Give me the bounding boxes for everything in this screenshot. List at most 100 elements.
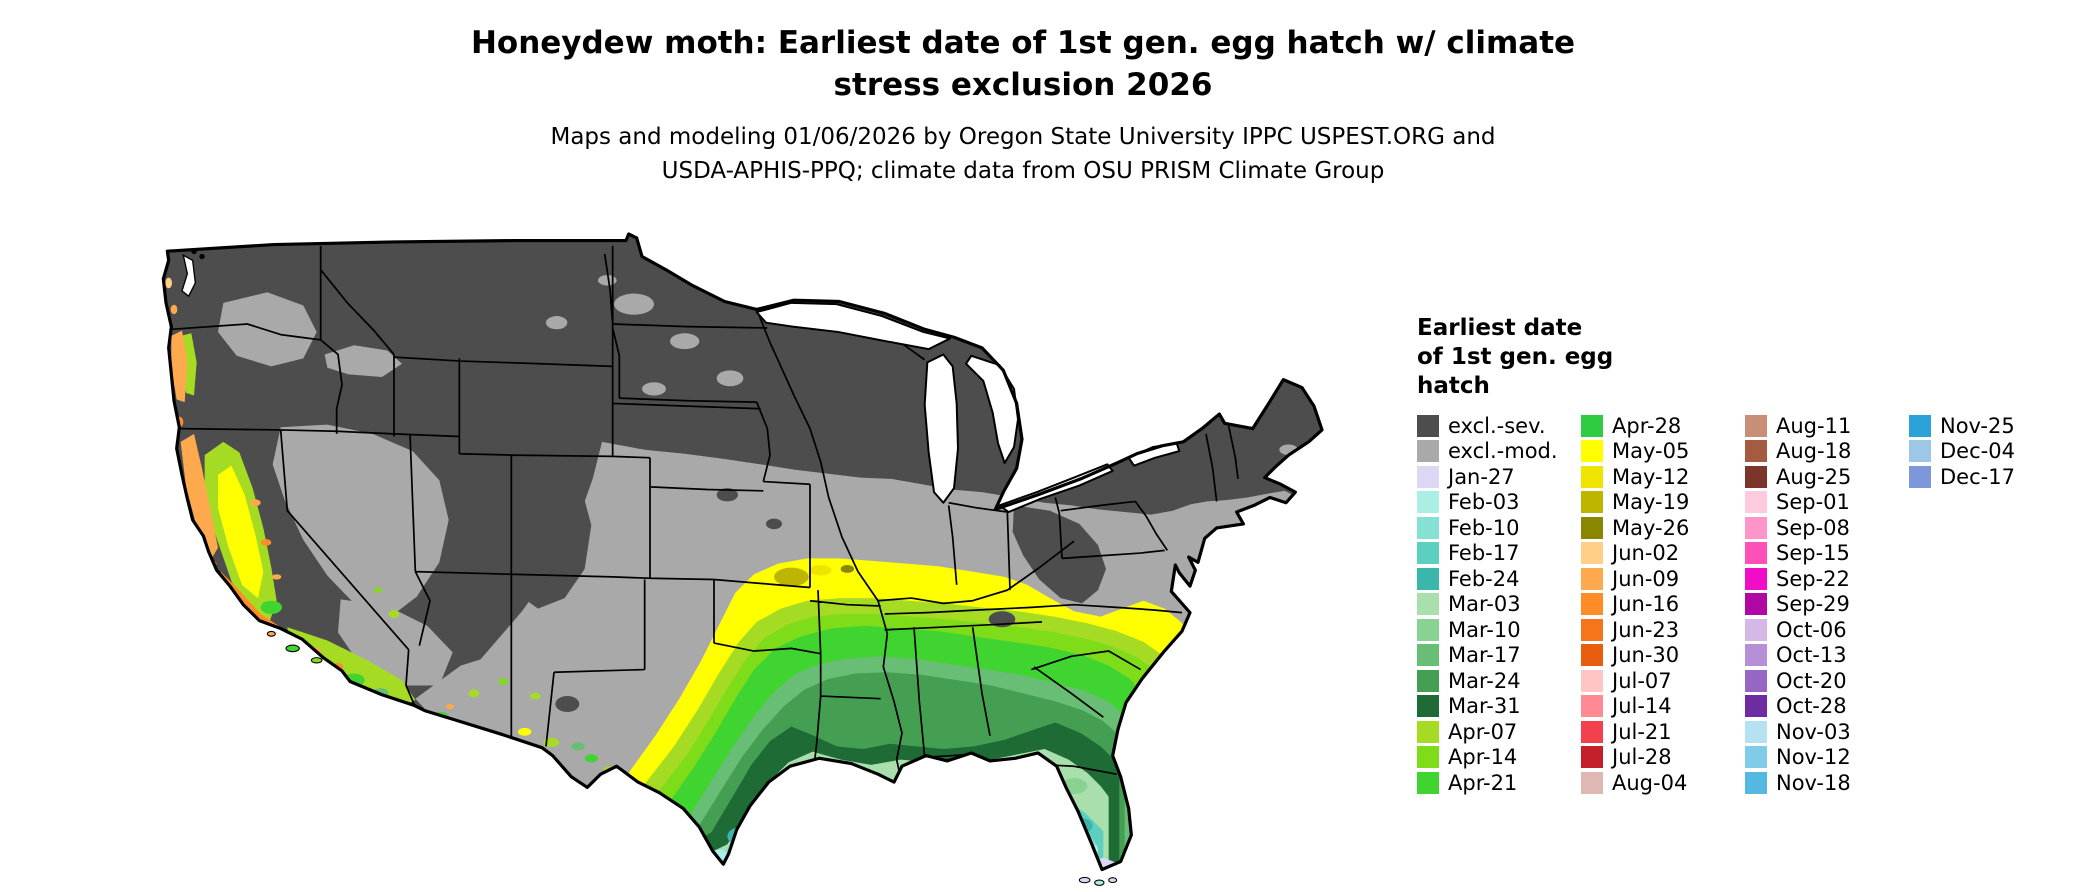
legend-title: Earliest date of 1st gen. egg hatch	[1417, 314, 2077, 401]
region-great-basin	[272, 424, 449, 620]
legend-entry: May-12	[1581, 464, 1745, 490]
legend-entry: Sep-01	[1745, 490, 1909, 516]
legend-columns: excl.-sev. excl.-mod. Jan-27 Feb-03 Feb-10 Fe…	[1417, 413, 2077, 796]
legend-swatch	[1745, 440, 1767, 463]
legend-swatch	[1417, 746, 1439, 769]
legend-swatch	[1909, 414, 1931, 437]
legend-label: Mar-10	[1448, 617, 1521, 642]
legend-entry: Nov-12	[1745, 745, 1909, 771]
legend-label: Feb-10	[1448, 515, 1520, 540]
legend-label: Apr-14	[1448, 745, 1518, 770]
legend-label: Nov-03	[1776, 719, 1851, 744]
legend-label: Apr-28	[1612, 413, 1682, 438]
legend-column: Nov-25 Dec-04 Dec-17	[1909, 413, 2073, 490]
legend-entry: Jun-30	[1581, 643, 1745, 669]
region-norcal-coast-orange	[180, 433, 218, 561]
legend-label: Mar-24	[1448, 668, 1521, 693]
legend-label: Sep-15	[1776, 541, 1850, 566]
legend-label: Oct-28	[1776, 694, 1847, 719]
legend-label: excl.-sev.	[1448, 413, 1546, 438]
legend-entry: Jun-09	[1581, 566, 1745, 592]
legend-label: Feb-24	[1448, 566, 1520, 591]
legend-swatch	[1581, 669, 1603, 692]
legend-entry: Dec-17	[1909, 464, 2073, 490]
legend-label: Jun-23	[1612, 617, 1680, 642]
legend-entry: Oct-06	[1745, 617, 1909, 643]
legend-label: Jul-21	[1612, 719, 1672, 744]
legend-label: Jan-27	[1448, 464, 1515, 489]
legend-entry: Aug-18	[1745, 439, 1909, 465]
legend-column: Aug-11 Aug-18 Aug-25 Sep-01 Sep-08 Sep-15 Sep-…	[1745, 413, 1909, 796]
legend-swatch	[1581, 440, 1603, 463]
legend-title-line-3: hatch	[1417, 373, 1490, 399]
band-feb10	[700, 819, 1098, 870]
band-feb24-specks	[727, 817, 1093, 846]
legend-label: Dec-04	[1940, 439, 2015, 464]
legend-swatch	[1581, 771, 1603, 794]
header: Honeydew moth: Earliest date of 1st gen.…	[290, 22, 1756, 188]
legend-swatch	[1581, 695, 1603, 718]
legend-entry: Oct-28	[1745, 694, 1909, 720]
legend-swatch	[1745, 414, 1767, 437]
channel-islands	[266, 630, 323, 664]
legend-label: Jun-16	[1612, 592, 1680, 617]
legend-label: Jun-30	[1612, 643, 1680, 668]
legend-swatch	[1417, 720, 1439, 743]
legend-swatch	[1417, 644, 1439, 667]
legend-entry: Feb-03	[1417, 490, 1581, 516]
legend-swatch	[1417, 618, 1439, 641]
legend-swatch	[1417, 695, 1439, 718]
legend-label: Mar-31	[1448, 694, 1521, 719]
legend-label: Jun-02	[1612, 541, 1680, 566]
legend-entry: Aug-25	[1745, 464, 1909, 490]
legend-entry: Mar-17	[1417, 643, 1581, 669]
legend-label: Jul-14	[1612, 694, 1672, 719]
legend-swatch	[1745, 593, 1767, 616]
legend-label: Feb-17	[1448, 541, 1520, 566]
legend-swatch	[1417, 516, 1439, 539]
legend-entry: Aug-11	[1745, 413, 1909, 439]
region-sierra-foothill-specks	[250, 499, 282, 580]
legend-swatch	[1581, 542, 1603, 565]
band-feb03-specks	[711, 843, 1098, 861]
legend-swatch	[1417, 593, 1439, 616]
legend-swatch	[1745, 746, 1767, 769]
legend-column: Apr-28 May-05 May-12 May-19 May-26 Jun-02 Jun-…	[1581, 413, 1745, 796]
legend-swatch	[1581, 491, 1603, 514]
legend-swatch	[1581, 593, 1603, 616]
legend-swatch	[1745, 771, 1767, 794]
legend-entry: Oct-13	[1745, 643, 1909, 669]
legend-entry: Nov-25	[1909, 413, 2073, 439]
legend-entry: May-05	[1581, 439, 1745, 465]
us-choropleth-map	[154, 230, 1394, 892]
legend-label: Nov-25	[1940, 413, 2015, 438]
legend-swatch	[1417, 414, 1439, 437]
legend-entry: Jun-23	[1581, 617, 1745, 643]
legend-swatch	[1417, 669, 1439, 692]
legend-title-line-2: of 1st gen. egg	[1417, 344, 1614, 370]
legend-entry: May-19	[1581, 490, 1745, 516]
legend-swatch	[1745, 720, 1767, 743]
legend-label: Jun-09	[1612, 566, 1680, 591]
page-subtitle: Maps and modeling 01/06/2026 by Oregon S…	[290, 120, 1756, 188]
legend-label: Aug-11	[1776, 413, 1852, 438]
legend-label: Oct-13	[1776, 643, 1847, 668]
legend-entry: Aug-04	[1581, 770, 1745, 796]
legend-label: Sep-01	[1776, 490, 1850, 515]
legend-entry: Jul-14	[1581, 694, 1745, 720]
legend-entry: Feb-10	[1417, 515, 1581, 541]
legend-label: Sep-22	[1776, 566, 1850, 591]
title-line-1: Honeydew moth: Earliest date of 1st gen.…	[470, 25, 1576, 61]
legend-swatch	[1745, 669, 1767, 692]
legend-entry: May-26	[1581, 515, 1745, 541]
legend-swatch	[1417, 465, 1439, 488]
legend-swatch	[1745, 644, 1767, 667]
legend-swatch	[1581, 618, 1603, 641]
legend-label: Aug-04	[1612, 770, 1688, 795]
legend-swatch	[1745, 618, 1767, 641]
legend-label: Jul-28	[1612, 745, 1672, 770]
region-plains-light-specks	[546, 275, 1298, 456]
legend-entry: Jul-07	[1581, 668, 1745, 694]
legend-swatch	[1745, 542, 1767, 565]
